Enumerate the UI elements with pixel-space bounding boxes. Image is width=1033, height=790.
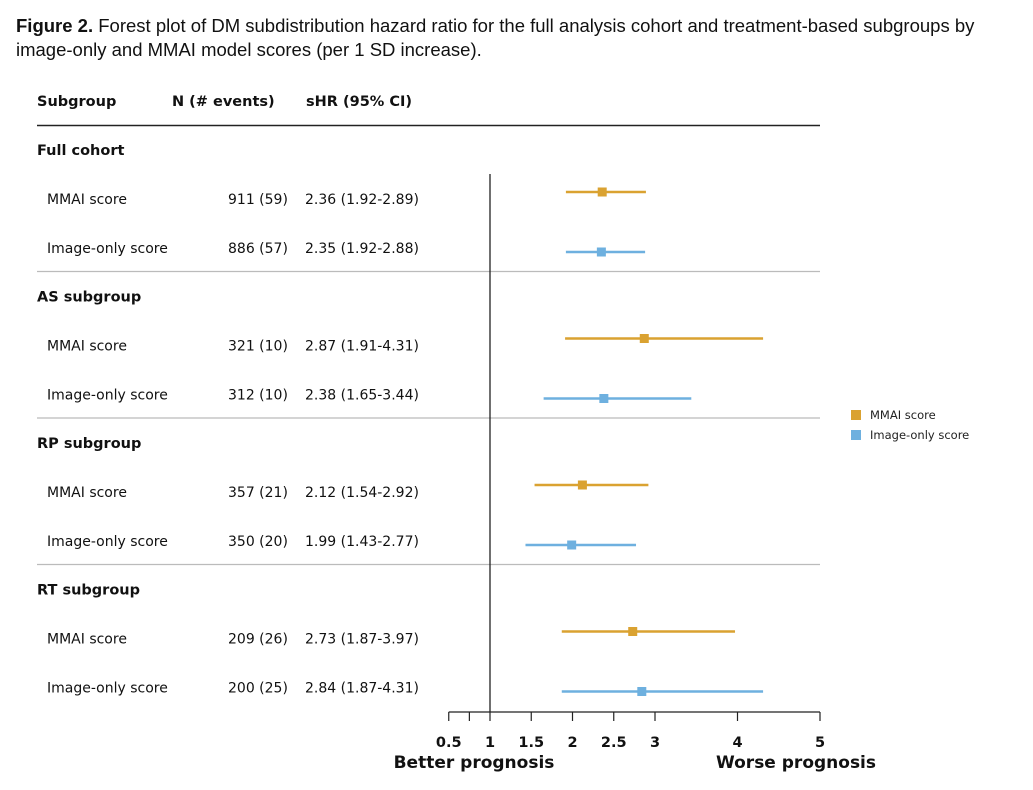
group-title: Full cohort [37,143,124,159]
hr-marker [597,187,607,197]
row-label: Image-only score [47,241,168,257]
row-n-events: 321 (10) [228,339,288,355]
hr-marker [577,480,587,490]
legend: MMAI score Image-only score [851,408,969,442]
forest-rows: Full cohort MMAI score 911 (59) 2.36 (1.92-… [37,143,820,712]
hr-marker [567,540,577,550]
legend-swatch [851,410,861,420]
label-worse-prognosis: Worse prognosis [716,753,876,773]
row-shr: 2.36 (1.92-2.89) [305,192,419,208]
x-tick-label: 3 [650,735,660,751]
group-title: AS subgroup [37,290,141,306]
hr-marker [596,247,606,257]
legend-label: MMAI score [870,408,936,422]
x-tick-label: 1.5 [518,735,544,751]
row-n-events: 357 (21) [228,485,288,501]
hr-marker [637,687,647,696]
hr-marker [628,627,638,636]
legend-swatch [851,430,861,440]
row-shr: 2.73 (1.87-3.97) [305,632,419,648]
x-axis: 0.5 1 1.5 2 2.5 3 4 5 Better prognosis Worse prog… [394,711,876,773]
row-label: MMAI score [47,632,127,648]
row-shr: 2.38 (1.65-3.44) [305,388,419,404]
row-n-events: 350 (20) [228,534,288,550]
x-tick-label: 2 [567,735,577,751]
x-tick-label: 0.5 [436,735,462,751]
header-subgroup: Subgroup [37,94,116,110]
x-tick-label: 5 [815,735,825,751]
row-n-events: 312 (10) [228,388,288,404]
label-better-prognosis: Better prognosis [394,753,555,773]
row-n-events: 209 (26) [228,632,288,648]
header-n-events: N (# events) [172,94,275,110]
row-label: Image-only score [47,388,168,404]
x-tick-label: 4 [732,735,742,751]
row-label: MMAI score [47,192,127,208]
row-label: Image-only score [47,681,168,697]
row-n-events: 886 (57) [228,241,288,257]
row-shr: 2.84 (1.87-4.31) [305,681,419,697]
x-tick-label: 1 [485,735,495,751]
row-shr: 2.12 (1.54-2.92) [305,485,419,501]
row-shr: 2.35 (1.92-2.88) [305,241,419,257]
row-label: MMAI score [47,485,127,501]
row-shr: 1.99 (1.43-2.77) [305,534,419,550]
group-title: RP subgroup [37,436,141,452]
row-n-events: 200 (25) [228,681,288,697]
legend-label: Image-only score [870,428,969,442]
row-label: MMAI score [47,339,127,355]
row-label: Image-only score [47,534,168,550]
header-shr: sHR (95% CI) [306,94,412,110]
caption-label: Figure 2. [16,15,94,36]
group-title: RT subgroup [37,583,140,599]
hr-marker [599,394,609,403]
caption-text: Forest plot of DM subdistribution hazard… [16,15,975,60]
row-n-events: 911 (59) [228,192,288,208]
hr-marker [639,334,649,343]
row-shr: 2.87 (1.91-4.31) [305,339,419,355]
x-tick-label: 2.5 [601,735,627,751]
figure-caption: Figure 2. Forest plot of DM subdistribut… [16,14,1021,62]
